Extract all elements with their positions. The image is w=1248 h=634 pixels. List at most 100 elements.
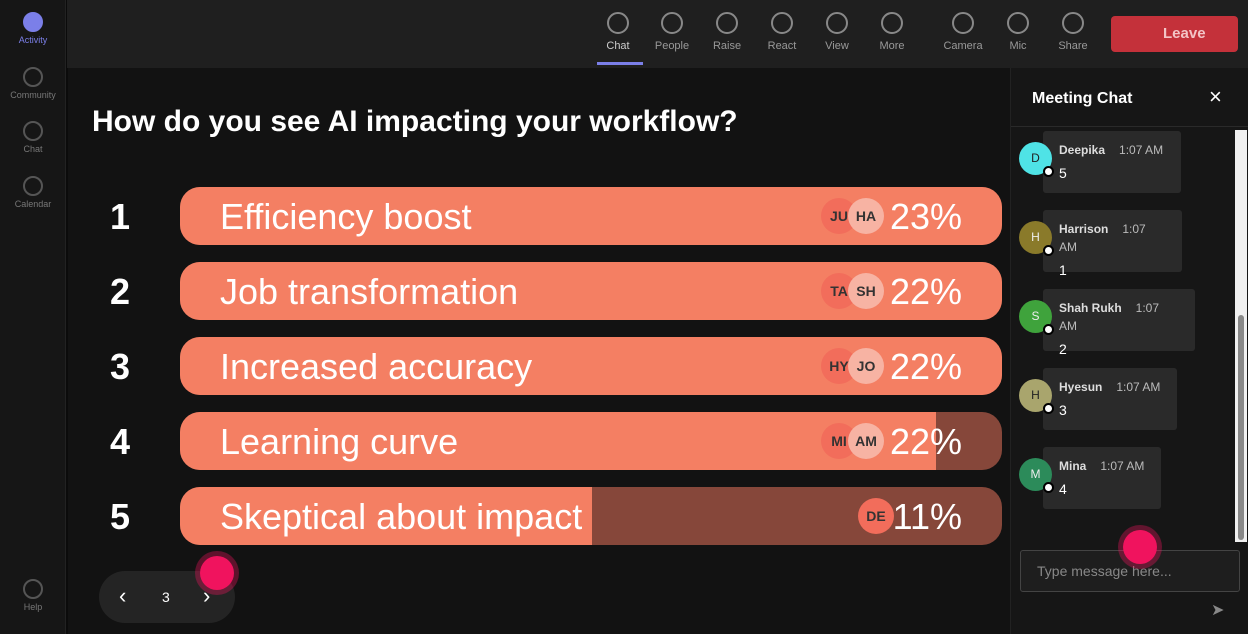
option-text: Job transformation xyxy=(220,271,519,312)
status-dot xyxy=(1043,245,1054,256)
nav-item[interactable]: Calendar xyxy=(0,176,66,209)
avatar-initial: S xyxy=(1031,309,1040,323)
message-text: 4 xyxy=(1059,481,1067,497)
sender-avatar: M xyxy=(1019,458,1054,493)
cursor-indicator xyxy=(200,556,234,590)
toolbar-button[interactable]: Mic xyxy=(993,12,1043,52)
toolbar-label: Chat xyxy=(606,40,630,52)
voter-avatar: DE xyxy=(858,498,894,534)
nav-item[interactable]: Chat xyxy=(0,121,66,154)
icon xyxy=(952,12,974,34)
option-bar[interactable]: Increased accuracy HY JO 22% xyxy=(180,337,1002,395)
avatar-initial: D xyxy=(1031,151,1040,165)
nav-item[interactable]: Activity xyxy=(0,12,66,45)
icon xyxy=(826,12,848,34)
toolbar-label: Raise xyxy=(712,40,742,52)
input-placeholder: Type message here... xyxy=(1037,563,1172,579)
voter-avatar: SH xyxy=(848,273,884,309)
nav-label: Help xyxy=(23,602,43,612)
sender-avatar: S xyxy=(1019,300,1054,335)
option-number: 4 xyxy=(109,421,131,462)
option-text: Efficiency boost xyxy=(220,196,472,237)
icon xyxy=(1062,12,1084,34)
option-bar[interactable]: Skeptical about impact DE 11% xyxy=(180,487,1002,545)
toolbar-button[interactable]: Chat xyxy=(593,12,643,52)
leave-button[interactable]: Leave xyxy=(1111,16,1238,52)
message-text: 5 xyxy=(1059,165,1067,181)
chat-message: Deepika 1:07 AM 5 xyxy=(1043,131,1181,193)
chat-message: Shah Rukh 1:07 AM 2 xyxy=(1043,289,1195,357)
voter-avatar: JO xyxy=(848,348,884,384)
status-dot xyxy=(1043,403,1054,414)
status-dot xyxy=(1043,166,1054,177)
option-number: 5 xyxy=(109,496,131,537)
message-time: 1:07 AM xyxy=(1119,143,1164,157)
option-number: 1 xyxy=(109,196,131,237)
message-time: 1:07 AM xyxy=(1059,222,1146,254)
option-percent: 23% xyxy=(889,196,962,237)
nav-item[interactable]: Help xyxy=(0,579,66,612)
icon xyxy=(881,12,903,34)
option-number: 3 xyxy=(109,346,131,387)
icon xyxy=(716,12,738,34)
toolbar xyxy=(67,0,1248,68)
toolbar-label: Camera xyxy=(943,40,983,52)
nav-label: Chat xyxy=(23,144,43,154)
option-number: 2 xyxy=(109,271,131,312)
nav-label: Calendar xyxy=(14,199,52,209)
nav-label: Activity xyxy=(18,35,48,45)
message-text: 2 xyxy=(1059,341,1067,357)
sidebar: Activity Community Chat Calendar Help xyxy=(0,0,66,634)
nav-item[interactable]: Community xyxy=(0,67,66,100)
chat-message: Hyesun 1:07 AM 3 xyxy=(1043,368,1177,430)
next-button[interactable]: › xyxy=(203,583,211,608)
page-number: 3 xyxy=(162,589,170,605)
send-button[interactable]: ➤ xyxy=(1211,602,1225,619)
poll-question: How do you see AI impacting your workflo… xyxy=(92,105,738,138)
sender-name: Harrison xyxy=(1059,222,1109,236)
sender-avatar: D xyxy=(1019,142,1054,177)
selected-indicator xyxy=(597,62,643,65)
divider xyxy=(1011,126,1248,127)
option-percent: 11% xyxy=(892,496,962,537)
option-fill xyxy=(180,412,936,470)
toolbar-button[interactable]: View xyxy=(812,12,862,52)
avatar-initial: H xyxy=(1031,388,1040,402)
message-text: 3 xyxy=(1059,402,1067,418)
toolbar-button[interactable]: Share xyxy=(1048,12,1098,52)
message-time: 1:07 AM xyxy=(1116,380,1161,394)
icon xyxy=(771,12,793,34)
message-time: 1:07 AM xyxy=(1059,301,1160,333)
close-button[interactable]: × xyxy=(1209,84,1222,109)
toolbar-button[interactable]: React xyxy=(757,12,807,52)
option-fill xyxy=(180,487,592,545)
toolbar-button[interactable]: People xyxy=(647,12,697,52)
icon xyxy=(607,12,629,34)
sender-name: Mina xyxy=(1059,459,1087,473)
toolbar-button[interactable]: Raise xyxy=(702,12,752,52)
message-time: 1:07 AM xyxy=(1100,459,1145,473)
toolbar-button[interactable]: More xyxy=(867,12,917,52)
option-bar[interactable]: Job transformation TA SH 22% xyxy=(180,262,1002,320)
option-bar[interactable]: Efficiency boost JU HA 23% xyxy=(180,187,1002,245)
sender-name: Deepika xyxy=(1059,143,1106,157)
chat-message: Harrison 1:07 AM 1 xyxy=(1043,210,1182,278)
leave-label: Leave xyxy=(1163,25,1206,42)
prev-button[interactable]: ‹ xyxy=(119,583,127,608)
toolbar-label: Mic xyxy=(1009,40,1027,52)
option-text: Learning curve xyxy=(220,421,459,462)
sender-avatar: H xyxy=(1019,379,1054,414)
status-dot xyxy=(1043,324,1054,335)
option-bar[interactable]: Learning curve MI AM 22% xyxy=(180,412,1002,470)
message-text: 1 xyxy=(1059,262,1067,278)
toolbar-label: View xyxy=(825,40,849,52)
option-percent: 22% xyxy=(889,346,962,387)
icon xyxy=(1007,12,1029,34)
option-percent: 22% xyxy=(889,271,962,312)
scrollbar xyxy=(1235,130,1247,542)
avatar-initial: M xyxy=(1030,467,1041,481)
toolbar-button[interactable]: Camera xyxy=(938,12,988,52)
nav-label: Community xyxy=(10,90,56,100)
option-text: Skeptical about impact xyxy=(220,496,583,537)
